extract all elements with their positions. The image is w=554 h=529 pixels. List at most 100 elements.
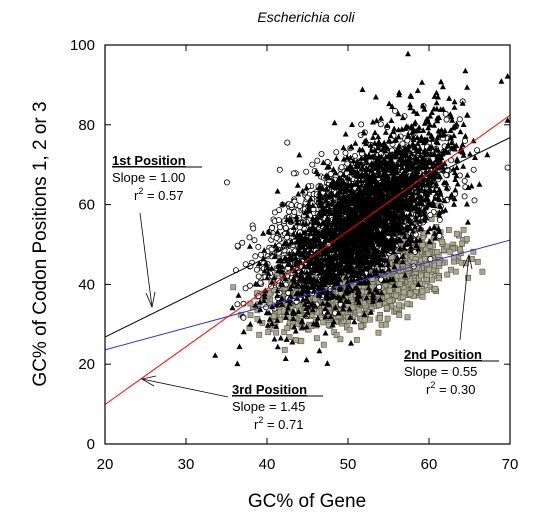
data-point <box>436 260 442 267</box>
data-point <box>223 179 230 186</box>
data-point <box>386 297 393 304</box>
data-point <box>396 281 403 287</box>
data-point <box>407 290 414 297</box>
data-point <box>376 302 382 309</box>
data-point <box>444 271 451 278</box>
data-point <box>242 261 249 268</box>
data-point <box>427 211 434 218</box>
data-point <box>421 255 428 262</box>
data-point <box>282 225 289 232</box>
data-point <box>498 78 505 84</box>
data-point <box>404 314 411 321</box>
data-point <box>229 304 236 311</box>
data-point <box>356 307 363 314</box>
data-point <box>292 337 299 343</box>
data-point <box>284 139 291 146</box>
data-point <box>407 101 414 108</box>
data-point <box>234 301 241 308</box>
data-point <box>470 166 477 173</box>
data-point <box>392 292 399 299</box>
data-point <box>404 300 411 307</box>
data-point <box>266 290 273 297</box>
data-point <box>399 140 406 147</box>
data-point <box>337 336 344 343</box>
data-point <box>252 253 259 260</box>
data-point <box>410 283 417 290</box>
data-point <box>474 147 481 154</box>
data-point <box>433 99 440 106</box>
data-point <box>446 95 453 101</box>
data-point <box>384 315 391 322</box>
data-point <box>425 250 432 257</box>
data-point <box>401 289 408 296</box>
data-point <box>429 276 436 283</box>
data-point <box>309 161 316 168</box>
data-point <box>418 272 424 279</box>
data-point <box>419 293 426 300</box>
data-point <box>386 287 393 294</box>
data-point <box>235 292 242 298</box>
data-point <box>250 225 257 232</box>
data-point <box>468 256 475 262</box>
data-point <box>463 236 470 242</box>
data-point <box>333 332 340 338</box>
data-point <box>239 239 246 246</box>
data-point <box>256 331 263 338</box>
data-point <box>376 283 383 290</box>
data-point <box>270 312 277 319</box>
data-point <box>290 170 297 177</box>
data-point <box>470 248 477 255</box>
data-point <box>461 177 468 184</box>
data-point <box>461 193 468 200</box>
data-points <box>212 50 511 367</box>
data-point <box>457 246 463 253</box>
data-point <box>358 322 364 329</box>
data-point <box>434 249 441 255</box>
data-point <box>479 268 486 275</box>
data-point <box>277 334 284 341</box>
data-point <box>439 238 446 245</box>
data-point <box>375 329 382 336</box>
data-point <box>438 78 444 85</box>
data-point <box>322 329 329 336</box>
data-point <box>465 274 471 281</box>
data-point <box>313 335 320 342</box>
data-point <box>246 234 253 241</box>
chart-title: Escherichia coli <box>257 9 355 25</box>
data-point <box>366 316 373 323</box>
data-point <box>353 336 360 343</box>
data-point <box>471 197 478 204</box>
data-point <box>281 346 288 353</box>
data-point <box>275 217 282 224</box>
data-point <box>246 282 253 289</box>
data-point <box>320 319 327 326</box>
data-point <box>314 157 321 164</box>
data-point <box>282 355 289 361</box>
data-point <box>296 203 303 210</box>
data-point <box>453 230 460 237</box>
data-point <box>426 266 433 273</box>
data-point <box>288 202 295 209</box>
data-point <box>396 311 403 318</box>
data-point <box>352 140 359 146</box>
data-point <box>291 209 298 216</box>
data-point <box>265 329 272 336</box>
data-point <box>372 93 379 100</box>
data-point <box>271 335 278 342</box>
data-point <box>419 288 426 295</box>
data-point <box>316 347 323 354</box>
data-point <box>377 315 383 322</box>
data-point <box>382 321 389 328</box>
data-point <box>285 208 292 215</box>
data-point <box>338 164 345 171</box>
data-point <box>383 304 390 311</box>
data-point <box>443 171 450 178</box>
data-point <box>464 84 471 90</box>
data-point <box>246 243 253 249</box>
data-point <box>260 230 267 236</box>
data-point <box>474 258 481 265</box>
data-point <box>460 121 467 127</box>
data-point <box>358 121 365 128</box>
data-point <box>251 237 258 244</box>
data-point <box>432 285 439 292</box>
